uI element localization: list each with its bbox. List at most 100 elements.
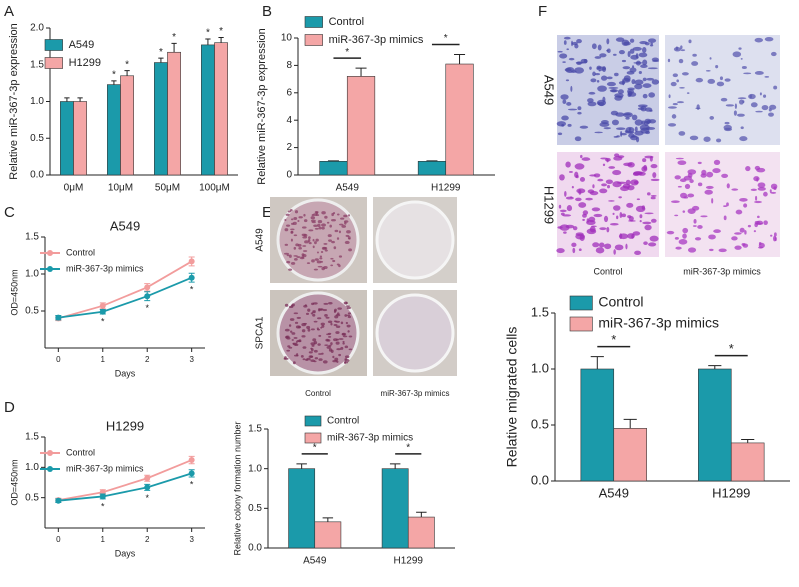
x-tick-label: 0μM [64, 183, 84, 194]
cell [564, 190, 567, 197]
cell [607, 184, 611, 189]
cell [770, 191, 777, 194]
line [58, 459, 193, 501]
cell [615, 37, 625, 42]
cell [773, 232, 777, 237]
cell [316, 327, 319, 330]
cell [299, 257, 305, 260]
cell [324, 313, 328, 317]
cell [675, 46, 679, 51]
cell [307, 328, 311, 332]
cell [301, 226, 307, 229]
cell [679, 86, 685, 89]
cell [644, 212, 654, 215]
cell [739, 136, 748, 142]
cell [567, 108, 578, 111]
cell [316, 260, 322, 264]
cell [582, 218, 585, 221]
legend-swatch [47, 466, 53, 472]
point [144, 284, 151, 291]
cell [342, 340, 345, 343]
cell [289, 318, 295, 321]
cell [285, 335, 289, 339]
cell [293, 234, 298, 237]
cell [667, 123, 677, 127]
y-tick-label: 0.5 [531, 416, 549, 431]
cell [762, 94, 767, 98]
cell [675, 157, 684, 160]
cell [565, 161, 571, 168]
cell [335, 331, 340, 334]
cell [344, 355, 350, 359]
cell [627, 215, 632, 219]
cell [283, 357, 289, 360]
cell [346, 324, 351, 328]
cell [557, 132, 563, 136]
cell [606, 48, 611, 53]
photo-panels [270, 35, 780, 376]
cell [720, 97, 728, 102]
cell [650, 42, 653, 46]
cell [308, 351, 313, 354]
cell [336, 348, 342, 351]
cell [645, 126, 656, 130]
significance: * [729, 341, 734, 356]
cell [634, 119, 643, 126]
cell [288, 254, 292, 258]
cell [326, 346, 331, 349]
cell [649, 155, 653, 162]
cell [335, 320, 340, 323]
cell [599, 122, 610, 127]
cell [346, 314, 351, 317]
cell [576, 61, 582, 66]
cell [681, 72, 689, 76]
cell [575, 197, 582, 202]
bar [214, 42, 228, 176]
cell [596, 65, 602, 70]
error-bar [590, 356, 604, 369]
cell [643, 121, 649, 126]
cell [671, 114, 677, 119]
cell [311, 259, 315, 263]
cell [689, 179, 694, 184]
cell [342, 335, 348, 338]
cell [625, 243, 628, 250]
cell [324, 249, 328, 252]
cell [333, 338, 338, 342]
significance: * [145, 303, 149, 313]
cell [627, 51, 631, 58]
y-axis-label: OD=450nm [9, 269, 19, 315]
significance: * [444, 33, 448, 44]
cell [697, 225, 703, 229]
cell [284, 228, 289, 232]
cell [648, 242, 657, 247]
cell [651, 57, 659, 62]
x-tick-label: H1299 [394, 556, 424, 567]
cell [687, 247, 697, 253]
cell [293, 255, 298, 257]
x-axis-label: Days [115, 368, 136, 378]
cell [302, 236, 308, 239]
cell [622, 183, 631, 189]
cell [618, 81, 626, 85]
cell [293, 258, 298, 261]
cell [312, 338, 317, 342]
x-tick-label: 1 [101, 535, 106, 544]
cell [301, 335, 306, 338]
legend-swatch [304, 16, 323, 28]
error-bar [741, 439, 755, 443]
error-bar [708, 365, 722, 369]
cell [340, 217, 345, 220]
cell [294, 343, 299, 347]
cell [587, 189, 595, 194]
cell [330, 257, 334, 260]
cell [740, 58, 743, 60]
cell [312, 245, 315, 249]
x-tick-label: 2 [145, 535, 150, 544]
cell [715, 65, 719, 69]
cell [620, 132, 627, 136]
cell [705, 69, 711, 72]
cell [697, 161, 702, 165]
y-tick-label: 0 [286, 170, 292, 181]
